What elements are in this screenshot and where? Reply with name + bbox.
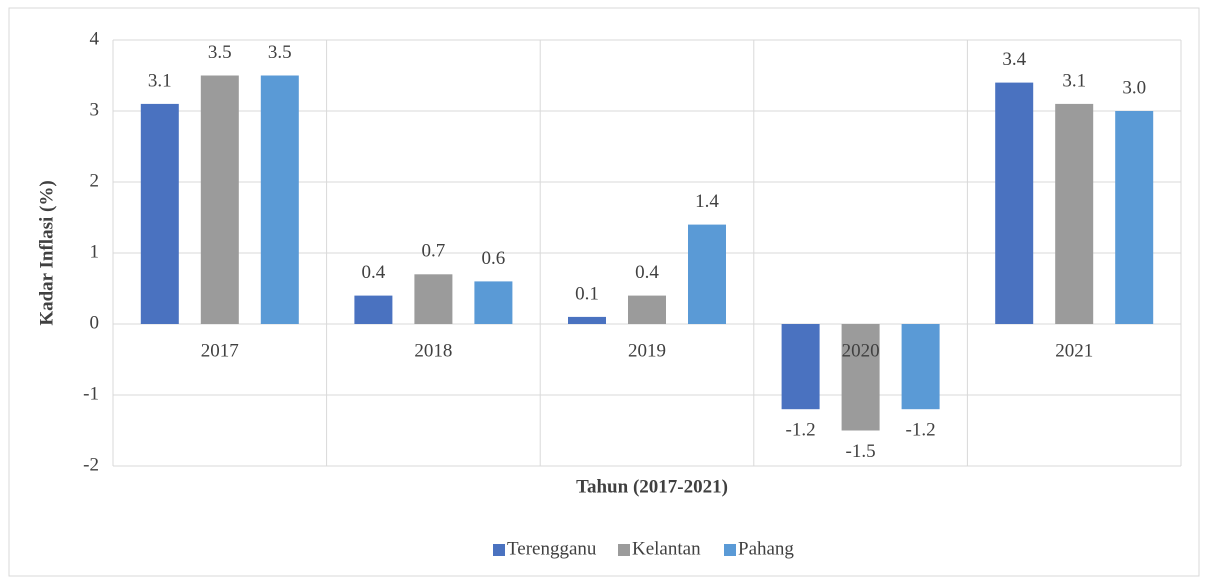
bar — [200, 75, 239, 324]
data-label: 3.5 — [268, 42, 292, 63]
x-tick-label: 2020 — [842, 340, 880, 361]
data-label: 3.4 — [1002, 49, 1026, 70]
y-tick-label: 3 — [90, 99, 100, 120]
data-label: 3.1 — [148, 70, 172, 91]
x-tick-label: 2018 — [414, 340, 452, 361]
data-label: -1.2 — [786, 420, 816, 441]
bar — [841, 324, 880, 431]
bar — [260, 75, 299, 324]
legend-swatch — [618, 544, 630, 556]
data-label: 0.4 — [362, 262, 386, 283]
x-axis-title: Tahun (2017-2021) — [576, 476, 728, 497]
bar — [140, 103, 179, 325]
bar — [1115, 111, 1154, 324]
y-tick-label: 4 — [90, 28, 100, 49]
x-tick-label: 2017 — [201, 340, 239, 361]
data-label: 0.4 — [635, 262, 659, 283]
data-label: 1.4 — [695, 191, 719, 212]
bar — [568, 316, 606, 324]
y-tick-label: -2 — [83, 454, 99, 475]
legend-swatch — [724, 544, 736, 556]
x-tick-label: 2019 — [628, 340, 666, 361]
y-tick-label: -1 — [83, 383, 99, 404]
x-tick-label: 2021 — [1055, 340, 1093, 361]
data-label: 0.7 — [422, 241, 446, 262]
y-tick-label: 1 — [90, 241, 100, 262]
chart-frame — [8, 7, 1200, 577]
data-label: 3.5 — [208, 42, 232, 63]
bar — [414, 274, 453, 324]
bar — [688, 224, 726, 324]
bar — [474, 281, 513, 324]
bar — [781, 324, 820, 410]
legend-label: Pahang — [738, 538, 794, 559]
legend-label: Kelantan — [632, 538, 701, 559]
data-label: 0.1 — [575, 283, 599, 304]
bar — [354, 295, 393, 324]
y-tick-label: 0 — [90, 312, 100, 333]
bar — [628, 295, 666, 324]
data-label: -1.5 — [846, 441, 876, 462]
data-label: -1.2 — [906, 420, 936, 441]
legend-swatch — [493, 544, 505, 556]
y-tick-label: 2 — [90, 170, 100, 191]
bar — [901, 324, 940, 410]
data-label: 3.0 — [1122, 77, 1146, 98]
y-axis-title: Kadar Inflasi (%) — [36, 180, 57, 325]
bar — [1055, 103, 1094, 325]
legend-label: Terengganu — [507, 538, 597, 559]
data-label: 0.6 — [482, 248, 506, 269]
data-label: 3.1 — [1062, 70, 1086, 91]
bar — [995, 82, 1034, 324]
